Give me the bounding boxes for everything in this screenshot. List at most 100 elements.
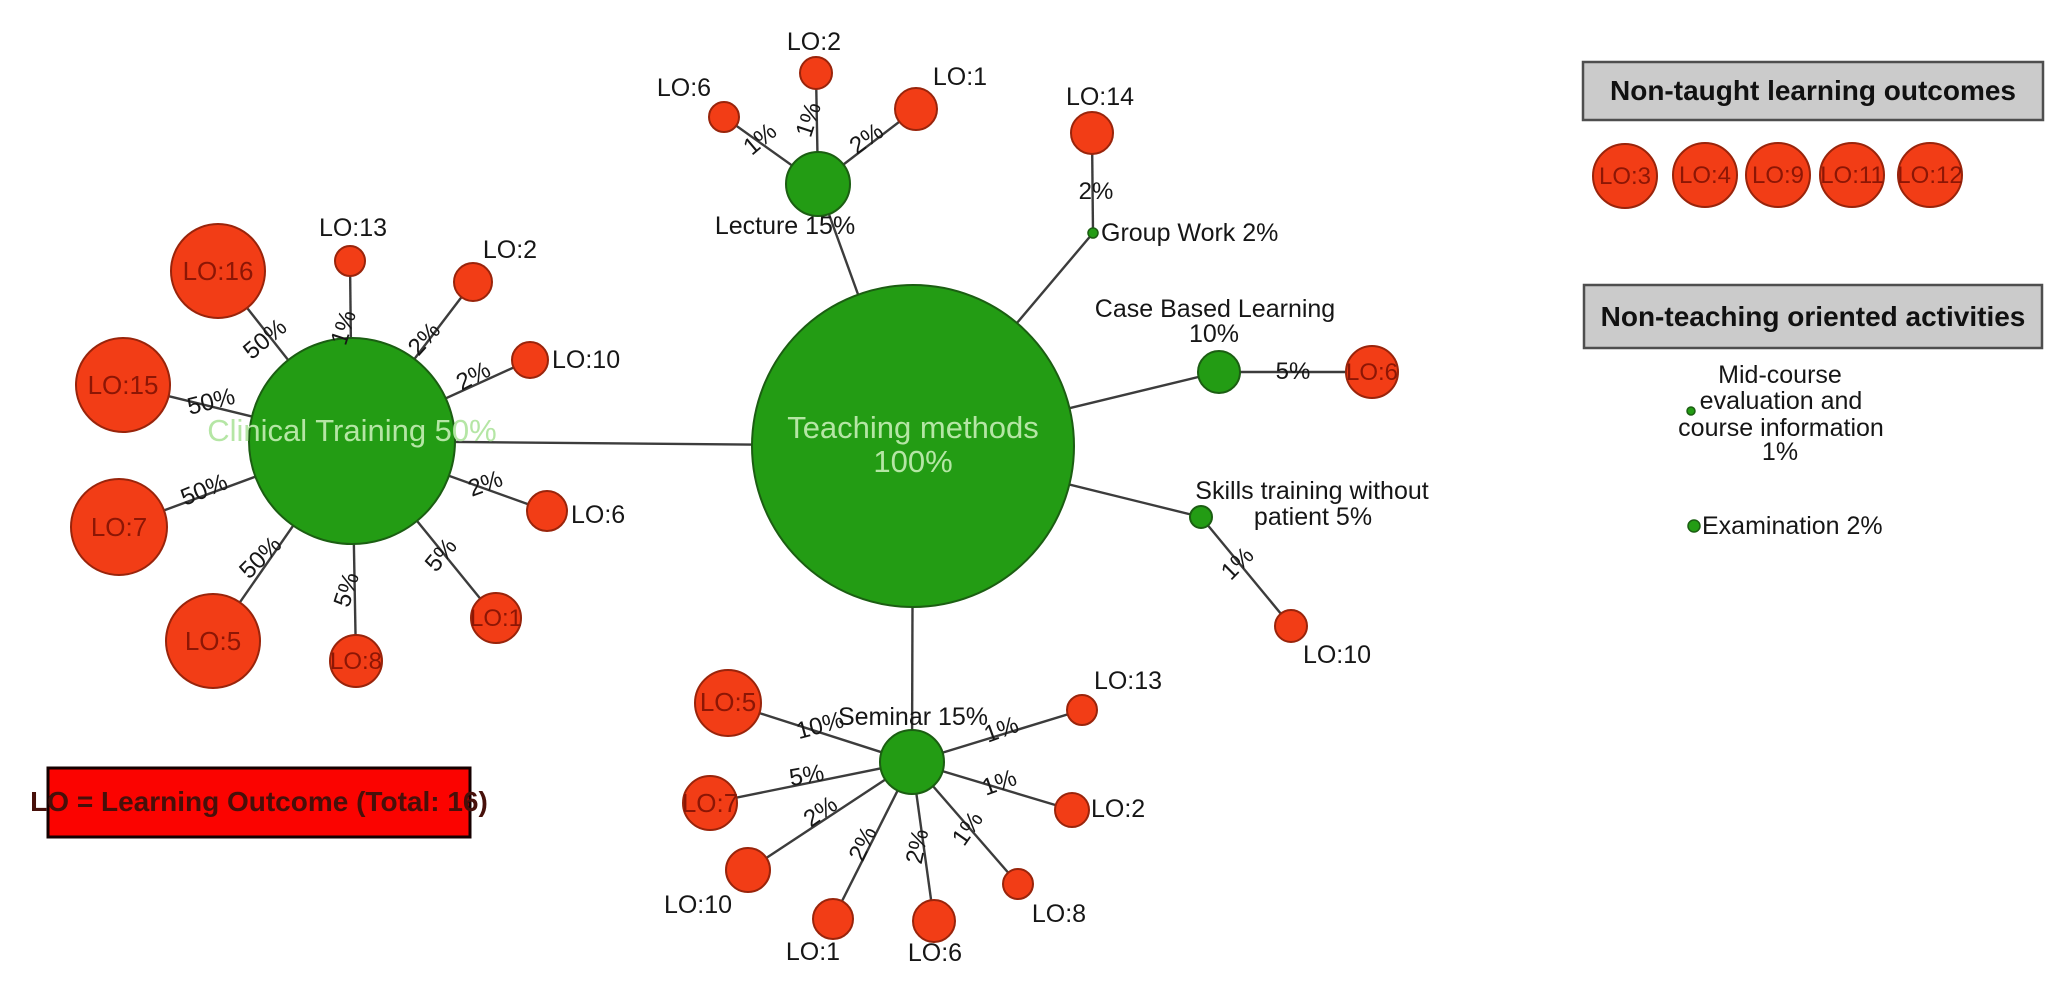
node-nontaught-lo3 (1592, 143, 1658, 209)
node-lecture-lo2 (799, 56, 833, 90)
case-based-label-line1: Case Based Learning (1095, 295, 1335, 323)
clinical-lo15-label: LO:15 (88, 370, 159, 400)
node-group-work (1087, 227, 1099, 239)
node-clinical-lo2 (453, 262, 493, 302)
examination-dot (1687, 519, 1701, 533)
node-clinical-lo1 (470, 592, 522, 644)
case-based-label-line2: 10% (1189, 320, 1239, 348)
node-seminar-lo13 (1066, 694, 1098, 726)
clinical-lo6-label: LO:6 (571, 501, 625, 529)
clinical-lo16-pct: 50% (238, 313, 292, 365)
clinical-lo10-pct: 2% (452, 356, 495, 396)
group-work-lo-labels: LO:14 2% (1066, 83, 1134, 205)
seminar-lo1-pct: 2% (844, 822, 883, 865)
seminar-lo10-pct: 2% (799, 791, 843, 833)
node-seminar-lo2 (1054, 792, 1090, 828)
clinical-lo5-pct: 50% (234, 531, 287, 584)
node-seminar-lo7 (682, 775, 738, 831)
seminar-lo6-label: LO:6 (908, 939, 962, 967)
node-seminar (879, 729, 945, 795)
seminar-lo7-label: LO:7 (682, 788, 738, 818)
clinical-lo13-label: LO:13 (319, 214, 387, 242)
node-lecture-lo1 (894, 87, 938, 131)
legend-text: LO = Learning Outcome (Total: 16) (30, 786, 488, 817)
edge (709, 760, 913, 805)
node-groupwork-lo14 (1070, 111, 1114, 155)
edge (1200, 516, 1292, 627)
seminar-lo10-label: LO:10 (664, 891, 732, 919)
skills-lo-labels: LO:10 1% (1216, 542, 1371, 669)
node-nontaught-lo9 (1745, 142, 1811, 208)
nontaught-lo4-label: LO:4 (1679, 162, 1731, 189)
seminar-lo5-label: LO:5 (700, 687, 756, 717)
lecture-lo6-label: LO:6 (657, 74, 711, 102)
clinical-lo6-pct: 2% (465, 465, 507, 502)
seminar-lo8-label: LO:8 (1032, 900, 1086, 928)
skills-label-line1: Skills training without (1195, 477, 1428, 505)
seminar-lo1-label: LO:1 (786, 938, 840, 966)
skills-lo10-label: LO:10 (1303, 641, 1371, 669)
node-clinical-lo8 (329, 634, 383, 688)
node-clinical-lo5 (165, 593, 261, 689)
clinical-lo10-label: LO:10 (552, 346, 620, 374)
non-taught-panel: Non-taught learning outcomes LO:3 LO:4 L… (1581, 60, 2045, 209)
non-taught-title: Non-taught learning outcomes (1610, 75, 2016, 106)
node-teaching-methods (751, 284, 1075, 608)
node-seminar-lo5 (694, 669, 762, 737)
clinical-lo1-label: LO:1 (470, 605, 522, 632)
mid-course-dot (1686, 406, 1696, 416)
lecture-lo1-label: LO:1 (933, 63, 987, 91)
non-teaching-header (1582, 283, 2044, 350)
clinical-lo5-label: LO:5 (185, 626, 241, 656)
node-seminar-lo10 (725, 847, 771, 893)
node-nontaught-lo4 (1672, 142, 1738, 208)
lecture-lo2-label: LO:2 (787, 28, 841, 56)
teaching-methods-label-line2: 100% (873, 444, 952, 479)
legend: LO = Learning Outcome (Total: 16) (30, 766, 488, 839)
node-clinical-lo10 (511, 341, 549, 379)
seminar-lo6-pct: 2% (901, 827, 935, 867)
cbl-lo6-pct: 5% (1276, 358, 1311, 385)
teaching-methods-label-line1: Teaching methods (787, 410, 1039, 445)
node-nontaught-lo11 (1819, 142, 1885, 208)
legend-box (46, 766, 472, 839)
non-teaching-panel: Non-teaching oriented activities Mid-cou… (1582, 283, 2044, 540)
node-clinical-lo7 (70, 478, 168, 576)
clinical-lo8-label: LO:8 (330, 648, 382, 675)
node-lecture-lo6 (708, 101, 740, 133)
node-lecture (785, 151, 851, 217)
nontaught-lo9-label: LO:9 (1752, 162, 1804, 189)
clinical-lo16-label: LO:16 (183, 256, 254, 286)
clinical-lo-labels: LO:16 LO:13 LO:2 LO:15 LO:10 LO:6 LO:7 L… (88, 214, 626, 675)
mid-course-line3: course information (1678, 414, 1884, 442)
cbl-lo-labels: LO:6 5% (1276, 358, 1398, 386)
cbl-lo6-label: LO:6 (1346, 359, 1398, 386)
skills-label-line2: patient 5% (1254, 503, 1372, 531)
node-nontaught-lo12 (1897, 142, 1963, 208)
node-skills-lo10 (1274, 609, 1308, 643)
node-case-based-learning (1197, 350, 1241, 394)
node-clinical-lo16 (170, 223, 266, 319)
clinical-lo7-label: LO:7 (91, 512, 147, 542)
nontaught-lo3-label: LO:3 (1599, 163, 1651, 190)
nodes (70, 56, 1399, 943)
clinical-lo7-pct: 50% (177, 469, 232, 512)
clinical-lo8-pct: 5% (329, 569, 365, 610)
non-taught-header (1581, 60, 2045, 122)
seminar-lo13-label: LO:13 (1094, 667, 1162, 695)
node-skills-training (1189, 505, 1213, 529)
examination-label: Examination 2% (1702, 512, 1883, 540)
groupwork-lo14-label: LO:14 (1066, 83, 1134, 111)
clinical-lo2-label: LO:2 (483, 236, 537, 264)
node-seminar-lo6 (912, 899, 956, 943)
groupwork-lo14-pct: 2% (1079, 178, 1114, 205)
lecture-lo2-pct: 1% (791, 99, 827, 140)
mid-course-line2: evaluation and (1700, 387, 1863, 415)
seminar-label: Seminar 15% (838, 703, 988, 731)
seminar-lo7-pct: 5% (787, 759, 826, 792)
lecture-label: Lecture 15% (715, 212, 855, 240)
node-clinical-training (248, 337, 456, 545)
lecture-lo-labels: LO:6 LO:2 LO:1 1% 1% 2% (657, 28, 987, 161)
